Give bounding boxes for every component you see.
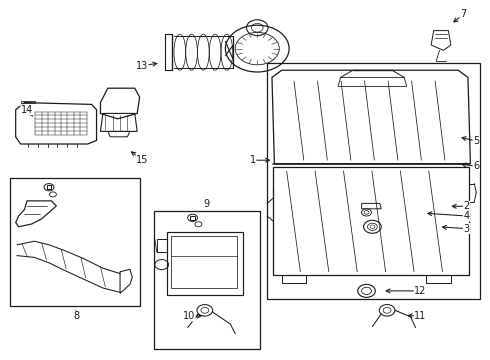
Text: 6: 6 xyxy=(473,161,479,171)
Text: 11: 11 xyxy=(414,311,426,321)
Bar xyxy=(154,211,260,349)
Text: 7: 7 xyxy=(460,9,466,19)
Text: 4: 4 xyxy=(464,211,469,221)
Text: 5: 5 xyxy=(473,136,479,146)
Bar xyxy=(10,178,140,306)
Text: 15: 15 xyxy=(136,155,148,165)
Text: 10: 10 xyxy=(183,311,195,321)
Bar xyxy=(167,232,243,295)
Text: 12: 12 xyxy=(414,286,427,296)
Bar xyxy=(47,185,51,189)
Text: 13: 13 xyxy=(136,60,148,71)
Text: 8: 8 xyxy=(73,311,79,321)
Text: 1: 1 xyxy=(250,155,256,165)
Bar xyxy=(267,63,480,299)
Text: 14: 14 xyxy=(21,105,33,115)
Text: 3: 3 xyxy=(464,224,469,234)
Bar xyxy=(190,216,195,220)
Bar xyxy=(171,236,237,288)
Text: 2: 2 xyxy=(464,201,469,211)
Text: 9: 9 xyxy=(204,199,210,210)
